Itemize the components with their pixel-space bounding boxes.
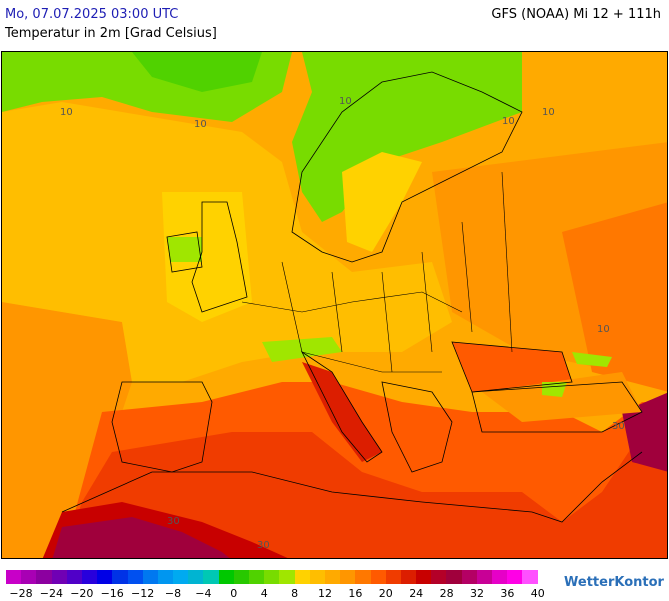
colorbar-swatch	[142, 570, 158, 584]
black-sea-hot-region	[452, 342, 572, 392]
colorbar-swatch	[507, 570, 523, 584]
british-isles-mild-region	[162, 192, 252, 322]
colorbar-tick-label: 0	[230, 587, 238, 600]
parameter-title: Temperatur in 2m [Grad Celsius]	[5, 26, 217, 41]
coastlines	[61, 71, 643, 523]
russia-hot-region	[562, 202, 667, 392]
colorbar-tick-label: 32	[470, 587, 484, 600]
colorbar-swatch	[173, 570, 189, 584]
caucasus-cool-region	[572, 352, 612, 367]
colorbar-tick-label: −28	[9, 587, 33, 600]
colorbar-tick-label: 36	[500, 587, 515, 600]
temperature-colorbar	[6, 570, 538, 584]
colorbar-tick-label: −12	[130, 587, 155, 600]
colorbar-swatch	[188, 570, 204, 584]
colorbar-swatch	[324, 570, 341, 584]
isotherm-label: 30	[257, 540, 270, 551]
colorbar-tick-label: −24	[39, 587, 63, 600]
temperature-map[interactable]: 10 10 10 10 10 30 30 30 10	[1, 51, 668, 559]
colorbar-swatch	[492, 570, 508, 584]
coast-black-sea	[451, 341, 573, 393]
colorbar-swatch	[385, 570, 401, 584]
colorbar-tick-label: 16	[348, 587, 363, 600]
colorbar-tick-label: 28	[439, 587, 454, 600]
colorbar-swatch	[6, 570, 22, 584]
colorbar-swatch	[309, 570, 325, 584]
italy-hot-region	[302, 362, 382, 462]
scandinavia-yellow-region	[342, 152, 422, 252]
colorbar-swatch	[370, 570, 386, 584]
colorbar-tick-label: 20	[378, 587, 393, 600]
colorbar-swatch	[127, 570, 143, 584]
colorbar-swatch	[81, 570, 98, 584]
colorbar-swatch	[522, 570, 538, 584]
country-borders	[241, 171, 513, 373]
coast-scandinavia	[291, 71, 523, 263]
colorbar-swatch	[400, 570, 417, 584]
colorbar-swatch	[476, 570, 492, 584]
colorbar-tick-label: 24	[409, 587, 424, 600]
colorbar-swatch	[233, 570, 249, 584]
atlantic-warm-region	[2, 302, 132, 558]
sahara-purple-region	[52, 517, 230, 558]
colorbar-swatch	[51, 570, 67, 584]
arctic-cool-region-2	[132, 52, 262, 92]
coast-iberia	[111, 381, 213, 473]
colorbar-swatch	[279, 570, 295, 584]
colorbar-swatch	[249, 570, 265, 584]
isotherm-label: 10	[542, 107, 555, 118]
coast-italy	[300, 350, 383, 463]
colorbar-swatch	[431, 570, 447, 584]
wetterkontor-logo[interactable]: WetterKontor ➚	[564, 575, 669, 590]
colorbar-tick-label: 8	[291, 587, 299, 600]
colorbar-tick-label: −4	[195, 587, 212, 600]
colorbar-swatch	[36, 570, 52, 584]
colorbar-swatch	[66, 570, 82, 584]
north-africa-very-hot-region	[62, 432, 667, 558]
isotherm-label: 10	[339, 96, 352, 107]
ireland-cool-region	[167, 237, 202, 262]
coast-turkey	[471, 381, 643, 433]
isotherm-label: 10	[502, 116, 515, 127]
colorbar-swatch	[355, 570, 371, 584]
brand-name: WetterKontor	[564, 575, 664, 590]
coast-balkans	[381, 381, 453, 473]
coast-north-africa	[61, 451, 643, 523]
colorbar-tick-label: −20	[70, 587, 94, 600]
colorbar-swatch	[21, 570, 37, 584]
colorbar-swatch	[97, 570, 113, 584]
colorbar-swatch	[461, 570, 477, 584]
isotherm-label: 10	[597, 324, 610, 335]
colorbar-tick-label: 12	[318, 587, 332, 600]
colorbar-swatch	[203, 570, 219, 584]
colorbar-swatch	[112, 570, 128, 584]
alps-cool-region	[262, 337, 342, 362]
colorbar-ticks: −28 −24 −20 −16 −12 −8 −4 0 4 8 12 16 20 24 28 32 36 40	[6, 587, 546, 601]
colorbar-tick-label: −16	[100, 587, 124, 600]
colorbar-swatch	[446, 570, 462, 584]
colorbar-swatch	[294, 570, 310, 584]
colorbar-swatch	[264, 570, 280, 584]
colorbar-tick-label: 4	[260, 587, 268, 600]
colorbar-swatch	[218, 570, 234, 584]
colorbar-swatch	[416, 570, 432, 584]
isotherm-label: 10	[194, 119, 207, 130]
isotherm-label: 10	[60, 107, 73, 118]
colorbar-tick-label: 40	[530, 587, 545, 600]
isotherm-label: 30	[612, 421, 625, 432]
model-run-label: GFS (NOAA) Mi 12 + 111h	[491, 7, 661, 22]
coast-ireland	[166, 231, 203, 273]
colorbar-swatch	[157, 570, 174, 584]
colorbar-tick-label: −8	[164, 587, 182, 600]
forecast-datetime: Mo, 07.07.2025 03:00 UTC	[5, 7, 179, 22]
colorbar-swatch	[340, 570, 356, 584]
isotherm-label: 30	[167, 516, 180, 527]
